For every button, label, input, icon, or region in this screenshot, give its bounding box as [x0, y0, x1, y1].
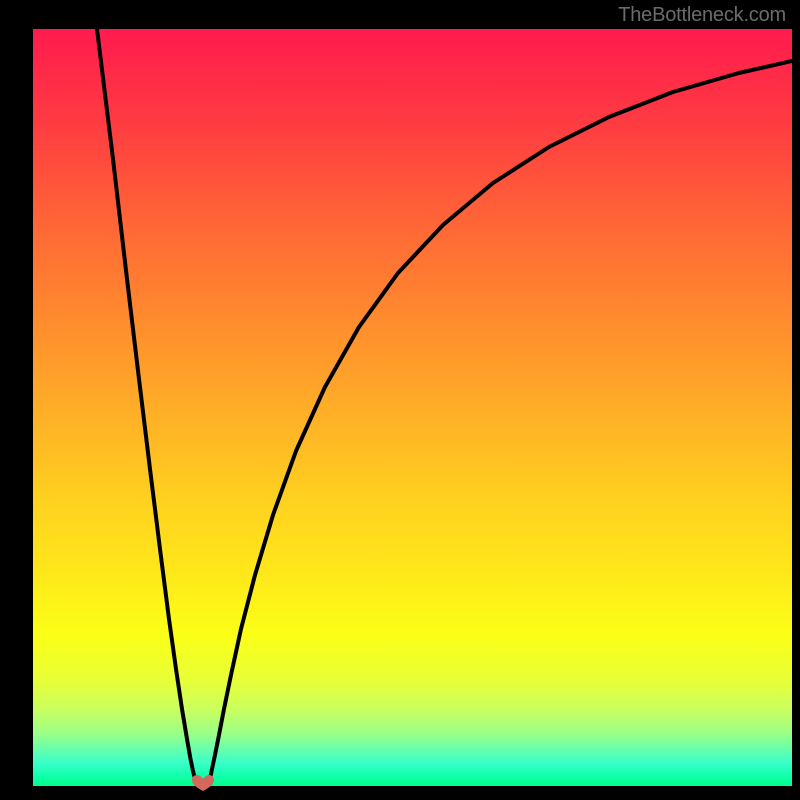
attribution-text: TheBottleneck.com [618, 4, 786, 27]
curve-left-branch [97, 29, 195, 779]
frame: TheBottleneck.com [0, 0, 800, 800]
heart-icon [191, 771, 215, 791]
optimal-marker [191, 771, 215, 791]
bottleneck-curve [33, 29, 792, 786]
curve-right-branch [210, 61, 792, 779]
heart-icon-path [192, 775, 214, 791]
plot-area [33, 29, 792, 786]
